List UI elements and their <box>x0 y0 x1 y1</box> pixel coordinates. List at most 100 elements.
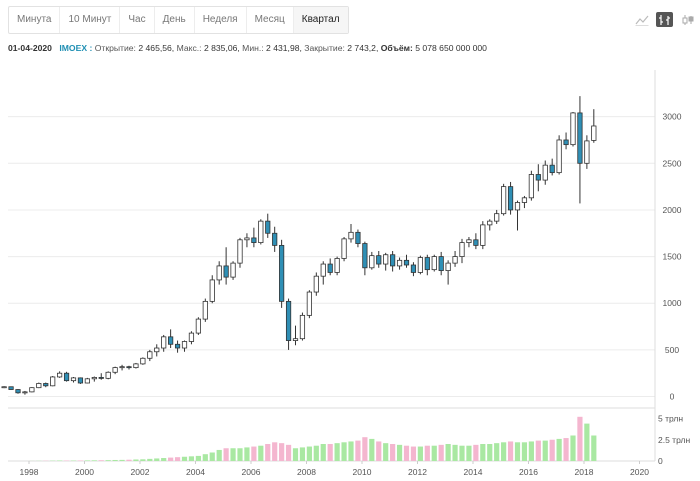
candle-up <box>480 224 486 246</box>
candle-up <box>195 318 201 334</box>
info-close-label: Закрытие: <box>304 43 345 53</box>
candle-down <box>8 386 14 390</box>
volume-bar <box>258 445 264 461</box>
tab-10-minutes[interactable]: 10 Минут <box>60 7 121 33</box>
volume-bar <box>362 437 368 461</box>
tab-day[interactable]: День <box>155 7 195 33</box>
volume-bar <box>494 443 500 461</box>
candle-up <box>521 197 528 203</box>
info-open-label: Открытие: <box>94 43 136 53</box>
price-tick-label: 2500 <box>663 158 682 168</box>
tab-minute[interactable]: Минута <box>9 7 61 33</box>
candle-up <box>313 275 319 293</box>
volume-bar <box>292 448 299 461</box>
candle-up <box>119 366 125 369</box>
volume-bar <box>119 459 125 461</box>
candle-down <box>507 186 514 211</box>
volume-bar <box>376 441 382 461</box>
candle-up <box>445 262 451 271</box>
candle-up <box>570 112 576 146</box>
volume-tick-label: 2.5 трлн <box>658 435 690 445</box>
volume-bar <box>438 444 444 461</box>
x-tick-label: 2012 <box>408 467 427 477</box>
timeframe-toolbar: Минута 10 Минут Час День Неделя Месяц Кв… <box>0 0 700 38</box>
volume-bar <box>424 445 430 461</box>
volume-bar <box>410 446 417 461</box>
volume-bar <box>528 441 534 461</box>
ohlc-bars-icon <box>658 14 670 25</box>
candle-up <box>91 377 97 380</box>
candle-up <box>306 291 312 316</box>
chart-axes: 0 500 1000 1500 2000 2500 3000 5 трлн 2.5 трлн 0 1… <box>20 112 691 477</box>
volume-bar <box>237 448 243 461</box>
candle-up <box>216 265 222 281</box>
volume-bar <box>507 441 514 461</box>
volume-bar <box>272 442 278 461</box>
volume-bar <box>334 443 340 461</box>
candle-up <box>542 164 548 181</box>
volume-bar <box>396 444 403 461</box>
line-chart-button[interactable] <box>633 12 650 27</box>
volume-bar <box>473 444 479 461</box>
volume-bar <box>577 416 583 461</box>
candle-up <box>431 256 437 271</box>
candle-up <box>341 238 347 259</box>
volume-bar <box>570 435 576 461</box>
volume-bar <box>369 438 375 461</box>
chart-type-tools <box>633 12 696 27</box>
timeframe-tabs: Минута 10 Минут Час День Неделя Месяц Кв… <box>8 6 349 34</box>
tab-hour[interactable]: Час <box>120 7 155 33</box>
ohlc-bars-button[interactable] <box>656 12 673 27</box>
candle-up <box>494 213 500 222</box>
price-tick-label: 3000 <box>663 112 682 122</box>
candle-down <box>473 239 479 246</box>
candle-up <box>1 386 7 389</box>
candle-up <box>487 220 493 226</box>
volume-bar <box>202 454 208 461</box>
volume-bar <box>299 447 306 461</box>
candle-down <box>577 112 583 164</box>
candle-down <box>126 366 132 369</box>
volume-bar <box>161 458 167 461</box>
volume-bar <box>91 460 97 461</box>
volume-bar <box>77 460 84 461</box>
volume-bar <box>230 448 236 461</box>
candle-down <box>362 243 368 269</box>
volume-bar <box>480 444 486 461</box>
tab-month[interactable]: Месяц <box>247 7 294 33</box>
volume-bar <box>251 446 257 461</box>
price-chart[interactable]: 0 500 1000 1500 2000 2500 3000 5 трлн 2.5 трлн 0 1… <box>0 66 700 481</box>
candle-down <box>376 255 382 265</box>
x-tick-label: 2004 <box>186 467 205 477</box>
volume-bar <box>112 459 118 461</box>
x-tick-label: 1998 <box>20 467 39 477</box>
candle-up <box>299 314 306 340</box>
candlestick-button[interactable] <box>679 12 696 27</box>
candle-down <box>390 254 396 267</box>
x-tick-label: 2014 <box>464 467 483 477</box>
volume-bar <box>445 444 451 461</box>
candle-up <box>22 391 28 394</box>
candle-up <box>29 387 35 393</box>
price-tick-label: 0 <box>670 392 675 402</box>
candle-up <box>292 338 299 341</box>
info-volume-value: 5 078 650 000 000 <box>415 43 487 53</box>
volume-bar <box>147 458 153 461</box>
candle-up <box>244 237 250 241</box>
volume-bar <box>154 458 160 461</box>
candle-up <box>369 255 375 269</box>
candle-up <box>556 139 562 174</box>
candle-down <box>168 336 174 345</box>
volume-bar <box>105 460 111 461</box>
candle-down <box>410 264 417 273</box>
candle-up <box>105 371 111 379</box>
volume-bar <box>216 449 222 461</box>
volume-bar <box>355 440 361 461</box>
volume-tick-label: 0 <box>658 456 663 466</box>
volume-bar <box>466 445 472 461</box>
info-open-value: 2 465,56, <box>138 43 175 53</box>
tab-quarter[interactable]: Квартал <box>293 7 348 33</box>
tab-week[interactable]: Неделя <box>195 7 247 33</box>
volume-bar <box>174 457 181 461</box>
candle-down <box>549 164 555 174</box>
